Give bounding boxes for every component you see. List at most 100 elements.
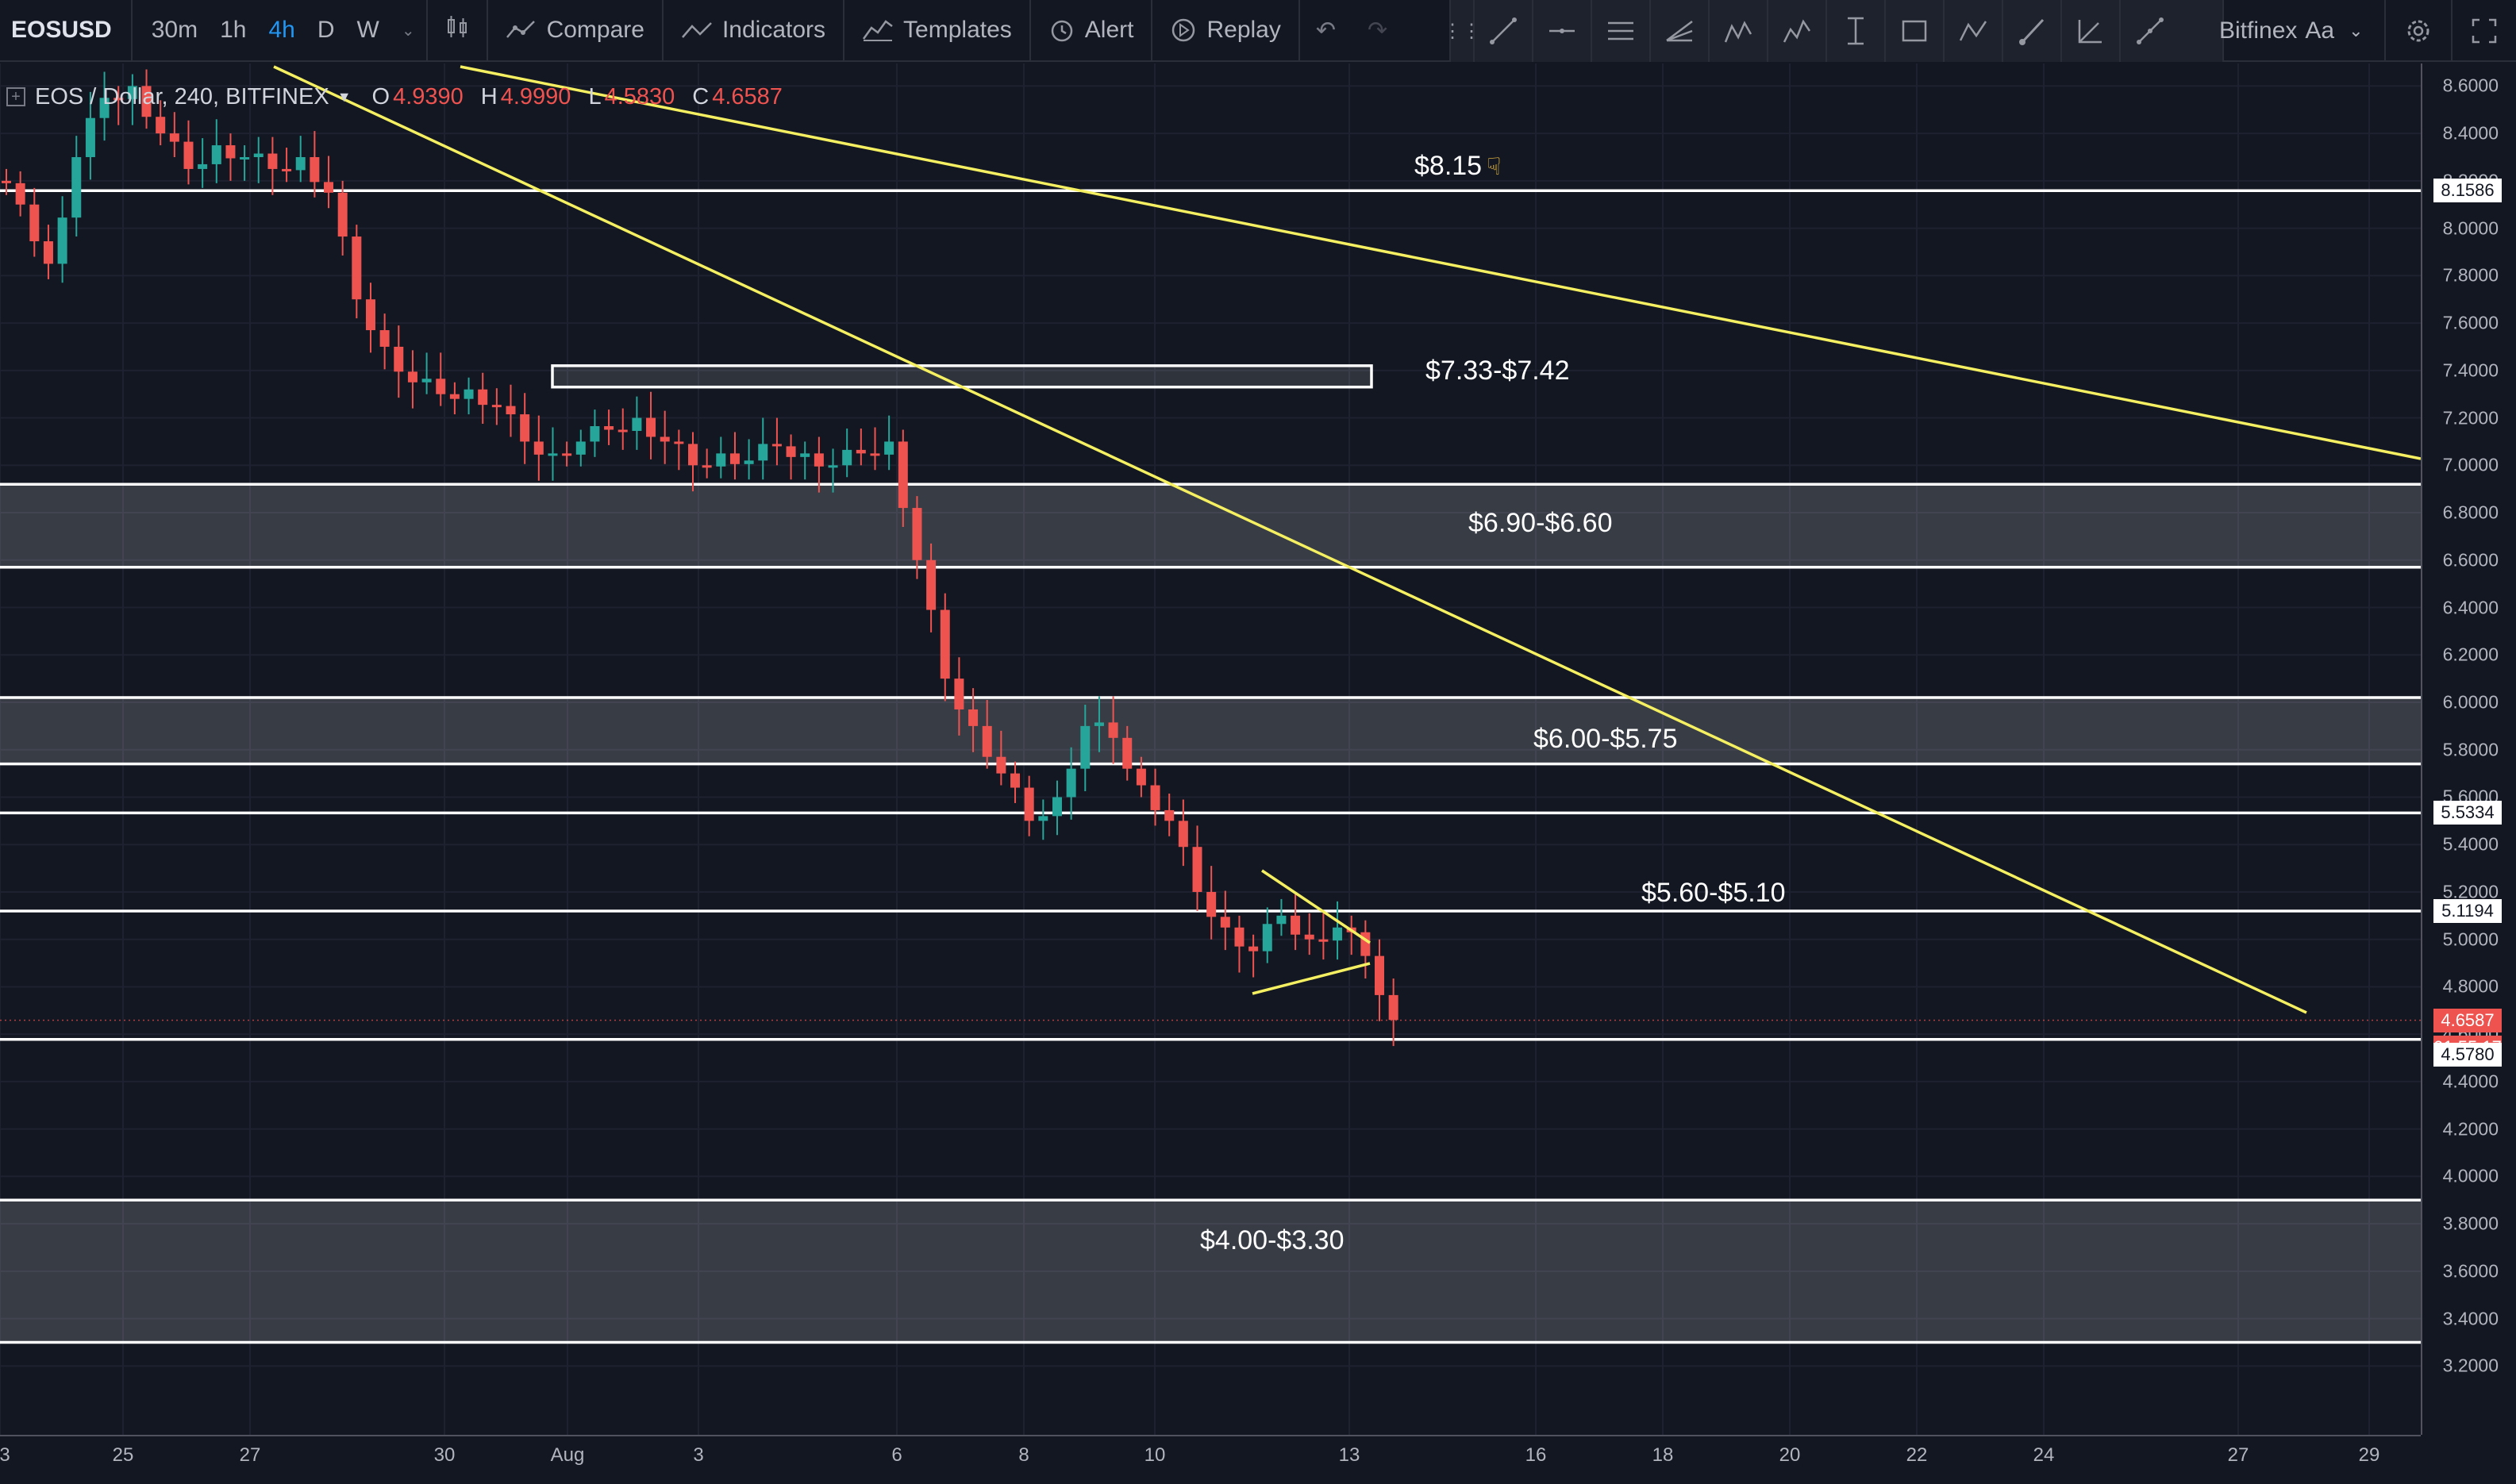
toolbar-divider <box>130 0 133 61</box>
candlestick-series <box>0 69 2421 1047</box>
text-cursor-icon[interactable] <box>1827 0 1886 62</box>
candle-body <box>394 346 404 372</box>
drag-handle-icon[interactable]: ⋮⋮ <box>1443 0 1481 62</box>
toolbar-divider <box>486 0 488 61</box>
alert-button[interactable]: Alert <box>1031 0 1152 61</box>
legend-high-value: 4.9990 <box>500 83 571 110</box>
price-tick: 4.2000 <box>2442 1118 2499 1140</box>
candle-body <box>1066 768 1076 798</box>
exchange-selector[interactable]: Bitfinex Aa ⌄ <box>2219 0 2364 62</box>
elliott-wave-icon[interactable] <box>1768 0 1827 62</box>
candle-body <box>71 156 82 218</box>
candle-body <box>688 444 698 466</box>
time-axis[interactable]: 3 25 27 30 Aug 3 6 8 10 13 16 18 20 22 24 27 29 <box>0 1435 2421 1484</box>
candle-body <box>99 98 110 118</box>
interval-30m[interactable]: 30m <box>151 17 198 43</box>
price-tick: 4.8000 <box>2442 975 2499 997</box>
candle-body <box>729 453 740 464</box>
undo-icon[interactable]: ↶ <box>1315 17 1336 44</box>
interval-w[interactable]: W <box>356 17 379 43</box>
replay-label: Replay <box>1206 17 1281 43</box>
candle-body <box>436 379 446 394</box>
compare-button[interactable]: Compare <box>488 0 662 61</box>
label-8-15: $8.15 ☟ <box>1414 151 1501 182</box>
legend-title[interactable]: EOS / Dollar, 240, BITFINEX <box>35 83 329 110</box>
candle-body <box>1178 821 1188 848</box>
time-tick: 3 <box>693 1444 704 1466</box>
candle-body <box>1038 816 1048 821</box>
candle-body <box>407 371 417 383</box>
candle-body <box>940 609 950 679</box>
candle-body <box>1234 927 1245 947</box>
candle-body <box>421 379 432 383</box>
candle-body <box>954 679 964 709</box>
drawing-toolbar: ⋮⋮ <box>1443 0 2224 62</box>
price-tick: 3.8000 <box>2442 1213 2499 1234</box>
candle-body <box>449 394 460 399</box>
price-badge-5-1194: 5.1194 <box>2433 899 2502 924</box>
candle-body <box>786 446 796 457</box>
angle-icon[interactable] <box>2062 0 2121 62</box>
candle-body <box>842 449 852 466</box>
horizontal-line-icon[interactable] <box>1533 0 1592 62</box>
label-6-00-5-75: $6.00-$5.75 <box>1533 724 1678 754</box>
candle-body <box>1080 725 1091 769</box>
candle-body <box>617 429 628 433</box>
price-axis[interactable]: 8.60008.40008.20008.00007.80007.60007.40… <box>2421 63 2516 1435</box>
candle-body <box>491 405 502 408</box>
price-tick: 4.0000 <box>2442 1165 2499 1186</box>
templates-button[interactable]: Templates <box>844 0 1029 61</box>
trendline-lower <box>273 65 2307 1014</box>
support-resistance-zones <box>0 189 2421 1344</box>
candle-body <box>926 559 937 610</box>
rectangle-icon[interactable] <box>1886 0 1945 62</box>
collapse-icon[interactable]: + <box>6 87 25 106</box>
parallel-lines-icon[interactable] <box>1592 0 1651 62</box>
chart-grid <box>0 63 2421 1435</box>
candle-body <box>533 441 544 455</box>
price-tick: 5.8000 <box>2442 739 2499 760</box>
interval-1h[interactable]: 1h <box>220 17 247 43</box>
price-chart[interactable] <box>0 63 2421 1435</box>
abc-pattern-icon[interactable] <box>1945 0 2003 62</box>
time-tick: 25 <box>112 1444 134 1466</box>
annotations <box>273 65 2421 1014</box>
zone-band <box>0 698 2421 764</box>
measure-icon[interactable] <box>2121 0 2179 62</box>
pitchfork-icon[interactable] <box>1651 0 1710 62</box>
candle-body <box>912 508 922 560</box>
gear-icon[interactable] <box>2384 0 2451 62</box>
chevron-down-icon[interactable]: ⌄ <box>401 21 415 40</box>
fullscreen-icon[interactable] <box>2451 0 2516 62</box>
brush-icon[interactable] <box>2003 0 2062 62</box>
xabcd-pattern-icon[interactable] <box>1710 0 1768 62</box>
interval-4h[interactable]: 4h <box>268 17 295 43</box>
candlestick-icon[interactable] <box>428 13 487 47</box>
price-tick: 3.2000 <box>2442 1355 2499 1376</box>
caret-down-icon[interactable]: ▼ <box>337 88 352 105</box>
trend-line-icon[interactable] <box>1475 0 1533 62</box>
symbol-search[interactable]: EOSUSD <box>11 17 112 43</box>
legend-low-label: L <box>588 83 602 110</box>
candle-body <box>267 153 278 169</box>
interval-d[interactable]: D <box>317 17 335 43</box>
candle-body <box>282 168 292 171</box>
candle-body <box>771 444 782 447</box>
chevron-down-icon: ⌄ <box>2349 21 2364 40</box>
time-tick: 13 <box>1338 1444 1360 1466</box>
candle-body <box>968 709 979 726</box>
candle-body <box>800 453 810 457</box>
price-tick: 6.4000 <box>2442 597 2499 618</box>
price-tick: 4.4000 <box>2442 1071 2499 1092</box>
price-badge-8-1586: 8.1586 <box>2433 179 2502 203</box>
pennant-top <box>1261 869 1371 944</box>
candle-body <box>1052 797 1062 817</box>
indicators-button[interactable]: Indicators <box>664 0 843 61</box>
replay-button[interactable]: Replay <box>1152 0 1298 61</box>
redo-icon[interactable]: ↷ <box>1368 17 1388 44</box>
legend-close-label: C <box>692 83 710 110</box>
candle-body <box>1304 934 1314 940</box>
candle-body <box>884 441 894 455</box>
price-tick: 5.0000 <box>2442 928 2499 950</box>
font-aa-label: Aa <box>2305 17 2335 44</box>
